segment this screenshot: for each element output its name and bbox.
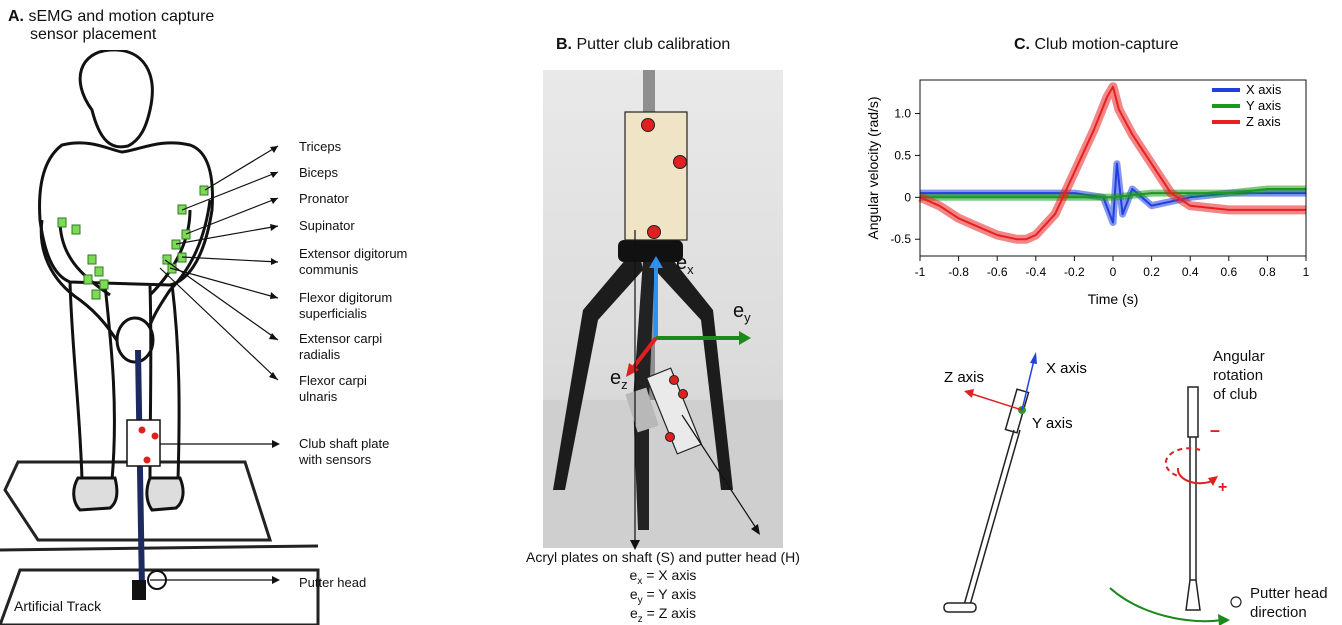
legend-label: Y axis [1246, 98, 1282, 113]
panel-a-title-line2: sensor placement [30, 26, 157, 43]
muscle-label-triceps: Triceps [299, 139, 342, 154]
club-shaft [135, 349, 145, 591]
golfer-torso [38, 141, 214, 287]
panel-a-title: A. sEMG and motion capture sensor placem… [8, 8, 308, 44]
y-tick-label: -0.5 [890, 232, 911, 246]
putter-direction-label: Putter head direction [1250, 585, 1328, 621]
x-tick-label: -0.8 [948, 265, 969, 279]
calibration-caption: Acryl plates on shaft (S) and putter hea… [526, 549, 800, 565]
series-line-y-axis [920, 188, 1306, 199]
muscle-label-flexor-digitorum: Flexor digitorum superficialis [299, 290, 393, 321]
y-tick-label: 1.0 [894, 107, 911, 121]
x-tick-label: -0.6 [987, 265, 1008, 279]
golfer-hands [115, 316, 155, 364]
club-axes-diagram: Z axis X axis Y axis – + [943, 352, 1242, 625]
muscle-label-extensor-digitorum: Extensor digitorum communis [299, 246, 408, 277]
angular-velocity-chart: -1 -0.8 -0.6 -0.4 -0.2 0 0.2 0.4 0.6 0.8 1 1.0 0.5 0 -… [865, 79, 1310, 307]
legend-label: X axis [1246, 82, 1282, 97]
ez-label: ez [610, 367, 628, 392]
angular-rotation-label: Angular rotation of club [1213, 348, 1265, 403]
caption-leaders [630, 230, 760, 550]
tripod [553, 245, 643, 490]
ez-arrow [631, 336, 658, 370]
golfer-head [78, 50, 154, 149]
calibration-overlay [543, 70, 783, 548]
panel-c-letter: C. [1014, 36, 1030, 53]
shaft-acryl-plate [624, 111, 688, 241]
club-right [1109, 386, 1242, 625]
x-tick-label: 0.4 [1182, 265, 1199, 279]
y-axis-diagram-label: Y axis [1032, 415, 1073, 432]
panel-b-title-text: Putter club calibration [576, 36, 731, 53]
y-tick-label: 0.5 [894, 148, 911, 162]
z-axis-label: Z axis [944, 369, 984, 386]
x-tick-label: 0.2 [1143, 265, 1160, 279]
y-axis-label: Angular velocity (rad/s) [865, 96, 881, 239]
x-tick-label: -0.2 [1064, 265, 1085, 279]
panel-c-title-text: Club motion-capture [1034, 36, 1179, 53]
x-tick-label: -0.4 [1025, 265, 1046, 279]
putter-head-plate [645, 367, 703, 455]
muscle-label-supinator: Supinator [299, 218, 355, 233]
x-axis-label: Time (s) [1088, 291, 1139, 307]
shaft-plate-label: Club shaft plate with sensors [299, 436, 390, 467]
x-tick-label: 1 [1303, 265, 1310, 279]
x-axis-diagram-label: X axis [1046, 360, 1087, 377]
golfer-illustration [0, 50, 320, 625]
panel-b-letter: B. [556, 36, 572, 53]
putter-head-label: Putter head [299, 575, 367, 590]
equation-ey: ey = Y axis [629, 586, 697, 606]
panel-b-title: B. Putter club calibration [556, 36, 730, 54]
right-shoe [145, 476, 185, 512]
club-left [943, 352, 1037, 613]
panel-c-title: C. Club motion-capture [1014, 36, 1179, 54]
y-tick-label: 0 [904, 190, 911, 204]
x-tick-label: 0.8 [1259, 265, 1276, 279]
muscle-label-biceps: Biceps [299, 165, 339, 180]
equation-ez: ez = Z axis [629, 605, 697, 625]
muscle-label-extensor-carpi: Extensor carpi radialis [299, 331, 383, 362]
equation-ex: ex = X axis [629, 567, 697, 587]
muscle-label-pronator: Pronator [299, 191, 349, 206]
rotation-minus: – [1210, 420, 1220, 440]
series-line-z-axis [919, 85, 1306, 241]
panel-a-title-line1: sEMG and motion capture [28, 8, 215, 25]
muscle-label-flexor-carpi: Flexor carpi ulnaris [299, 373, 367, 404]
artificial-track [0, 568, 320, 625]
x-tick-label: 0 [1110, 265, 1117, 279]
putter-head-shape [132, 580, 146, 600]
ex-label: ex [676, 252, 694, 277]
artificial-track-label: Artificial Track [14, 598, 102, 614]
x-tick-label: 0.6 [1220, 265, 1237, 279]
legend-label: Z axis [1246, 114, 1281, 129]
x-tick-label: -1 [915, 265, 926, 279]
ey-label: ey [733, 300, 751, 325]
left-shoe [72, 476, 119, 512]
rotation-plus: + [1218, 479, 1227, 496]
panel-a-letter: A. [8, 8, 24, 25]
